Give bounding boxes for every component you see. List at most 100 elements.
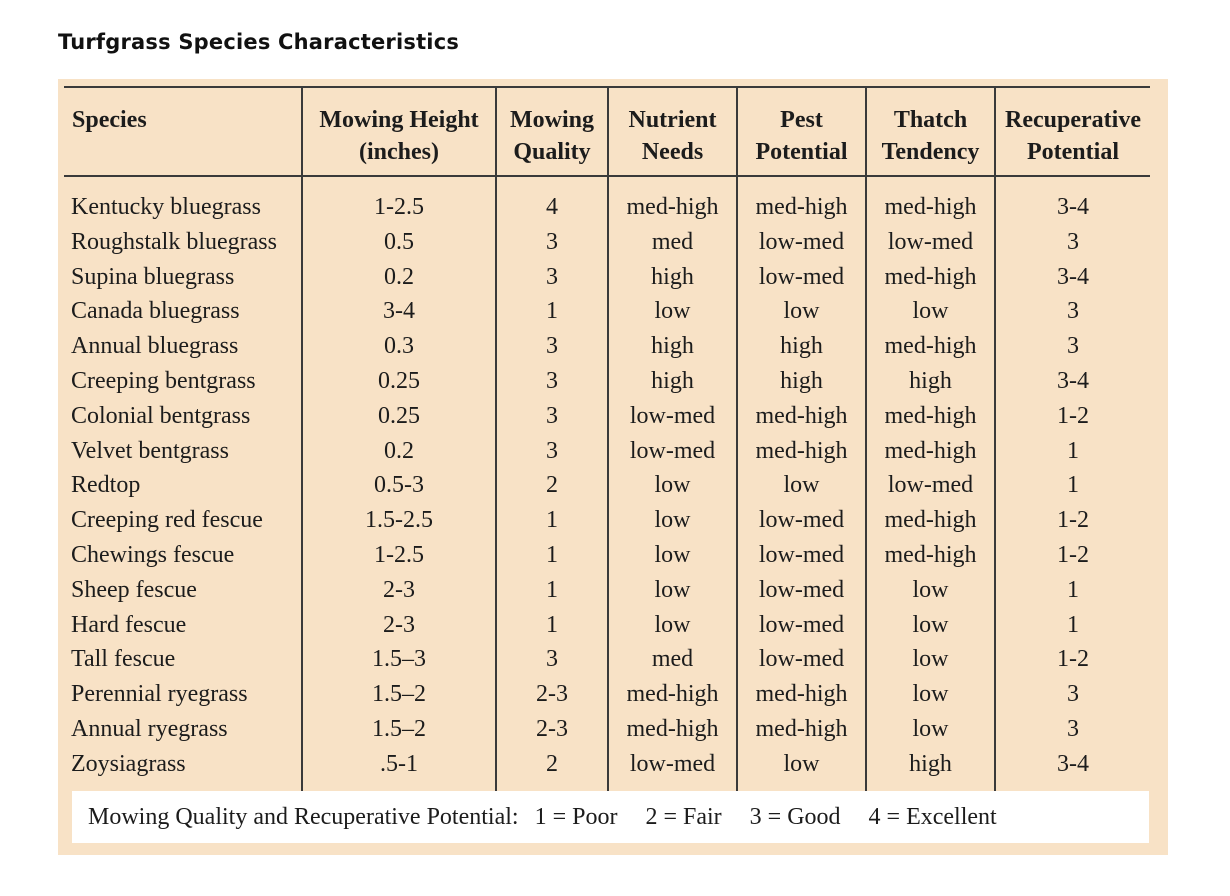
species-name-cell: Hard fescue bbox=[71, 611, 187, 638]
table-row: Hard fescue 2-3 1 low low-med low 1 bbox=[64, 607, 1150, 643]
species-name-cell: Annual bluegrass bbox=[71, 333, 239, 360]
column-header-line: (inches) bbox=[359, 139, 439, 165]
table-cell-mowing-quality: 1 bbox=[495, 607, 608, 643]
species-name-cell: Kentucky bluegrass bbox=[71, 194, 261, 220]
legend-item: 1 = Poor bbox=[534, 804, 618, 830]
table-cell-recuperative-potential: 1-2 bbox=[994, 642, 1150, 678]
table-cell-recuperative-potential: 1 bbox=[994, 468, 1150, 504]
table-cell-pest-potential: low-med bbox=[736, 503, 866, 538]
table-row: Sheep fescue 2-3 1 low low-med low 1 bbox=[64, 572, 1150, 608]
table-cell-mowing-height: 3-4 bbox=[301, 294, 496, 330]
table-cell-recuperative-potential: 3 bbox=[994, 677, 1150, 712]
table-cell-pest-potential: med-high bbox=[736, 176, 866, 225]
table-cell-thatch-tendency: med-high bbox=[865, 176, 995, 225]
table-cell-thatch-tendency: low bbox=[865, 711, 995, 747]
table-cell-mowing-quality: 2-3 bbox=[495, 677, 608, 712]
table-cell-mowing-height: 1.5-2.5 bbox=[301, 503, 496, 538]
table-cell-pest-potential: low bbox=[736, 468, 866, 504]
species-name-cell: Canada bluegrass bbox=[71, 298, 240, 325]
column-header-line: Recuperative bbox=[1005, 107, 1141, 133]
legend-item: 4 = Excellent bbox=[868, 804, 997, 830]
table-cell-nutrient-needs: med-high bbox=[607, 711, 737, 747]
table-cell-recuperative-potential: 1 bbox=[994, 572, 1150, 608]
table-cell-mowing-height: .5-1 bbox=[301, 746, 496, 791]
table-cell-pest-potential: med-high bbox=[736, 677, 866, 712]
table-cell-mowing-quality: 3 bbox=[495, 329, 608, 364]
table-cell-mowing-quality: 3 bbox=[495, 259, 608, 295]
column-header-pest-potential: Pest Potential bbox=[736, 86, 866, 177]
table-cell-pest-potential: low-med bbox=[736, 607, 866, 643]
column-header-mowing-quality: Mowing Quality bbox=[495, 86, 608, 177]
species-name-cell: Creeping red fescue bbox=[71, 507, 263, 534]
species-name-cell: Perennial ryegrass bbox=[71, 681, 248, 708]
table-cell-nutrient-needs: low bbox=[607, 572, 737, 608]
table-cell-nutrient-needs: med bbox=[607, 224, 737, 260]
table-cell-mowing-quality: 3 bbox=[495, 398, 608, 434]
table-cell-recuperative-potential: 1 bbox=[994, 607, 1150, 643]
table-row: Canada bluegrass 3-4 1 low low low 3 bbox=[64, 294, 1150, 330]
table-cell-recuperative-potential: 1-2 bbox=[994, 398, 1150, 434]
table-cell-pest-potential: med-high bbox=[736, 398, 866, 434]
table-cell-thatch-tendency: low bbox=[865, 642, 995, 678]
table-cell-pest-potential: low-med bbox=[736, 259, 866, 295]
table-row: Annual bluegrass 0.3 3 high high med-high 3 bbox=[64, 329, 1150, 364]
species-name-cell: Zoysiagrass bbox=[71, 750, 186, 777]
column-header-line: Needs bbox=[641, 139, 704, 165]
column-header-mowing-height: Mowing Height (inches) bbox=[301, 86, 496, 177]
column-header-line: Potential bbox=[755, 139, 848, 165]
table-row: Colonial bentgrass 0.25 3 low-med med-high me… bbox=[64, 398, 1150, 434]
table-cell-mowing-height: 0.5 bbox=[301, 224, 496, 260]
column-header-recuperative-potential: Recuperative Potential bbox=[994, 86, 1150, 177]
species-name-cell: Tall fescue bbox=[71, 646, 176, 673]
table-body: Kentucky bluegrass 1-2.5 4 med-high med-high… bbox=[64, 176, 1150, 791]
species-name-cell: Chewings fescue bbox=[71, 541, 235, 568]
table-cell-pest-potential: low-med bbox=[736, 537, 866, 573]
table-cell-mowing-height: 1.5–3 bbox=[301, 642, 496, 678]
table-cell-nutrient-needs: med-high bbox=[607, 677, 737, 712]
column-header-species: Species bbox=[64, 86, 302, 177]
table-cell-mowing-quality: 3 bbox=[495, 224, 608, 260]
table-cell-mowing-height: 0.3 bbox=[301, 329, 496, 364]
table-cell-nutrient-needs: low bbox=[607, 607, 737, 643]
table-cell-nutrient-needs: low bbox=[607, 537, 737, 573]
table-cell-nutrient-needs: med-high bbox=[607, 176, 737, 225]
table-cell-pest-potential: high bbox=[736, 363, 866, 399]
table-cell-thatch-tendency: low-med bbox=[865, 224, 995, 260]
table-cell-recuperative-potential: 3 bbox=[994, 329, 1150, 364]
table-cell-nutrient-needs: high bbox=[607, 363, 737, 399]
table-cell-recuperative-potential: 3-4 bbox=[994, 363, 1150, 399]
species-name-cell: Annual ryegrass bbox=[71, 715, 228, 742]
table-cell-nutrient-needs: high bbox=[607, 259, 737, 295]
table-cell-thatch-tendency: high bbox=[865, 746, 995, 791]
table-cell-nutrient-needs: high bbox=[607, 329, 737, 364]
column-header-line: Pest bbox=[780, 107, 823, 133]
table-row: Perennial ryegrass 1.5–2 2-3 med-high med-hi… bbox=[64, 677, 1150, 712]
species-name-cell: Supina bluegrass bbox=[71, 263, 235, 290]
table-cell-mowing-quality: 3 bbox=[495, 433, 608, 469]
column-header-line: Mowing bbox=[510, 107, 594, 133]
table-cell-thatch-tendency: low bbox=[865, 294, 995, 330]
column-header-line: Species bbox=[72, 107, 147, 133]
table-row: Redtop 0.5-3 2 low low low-med 1 bbox=[64, 468, 1150, 504]
species-table-panel: Species Mowing Height (inches) Mowing Qualit… bbox=[58, 79, 1168, 855]
table-row: Annual ryegrass 1.5–2 2-3 med-high med-high l… bbox=[64, 711, 1150, 747]
table-row: Tall fescue 1.5–3 3 med low-med low 1-2 bbox=[64, 642, 1150, 678]
column-header-line: Nutrient bbox=[628, 107, 717, 133]
table-cell-mowing-quality: 3 bbox=[495, 363, 608, 399]
table-cell-nutrient-needs: low bbox=[607, 503, 737, 538]
table-cell-mowing-height: 0.5-3 bbox=[301, 468, 496, 504]
table-cell-pest-potential: low bbox=[736, 746, 866, 791]
table-cell-recuperative-potential: 1 bbox=[994, 433, 1150, 469]
table-row: Chewings fescue 1-2.5 1 low low-med med-high 1… bbox=[64, 537, 1150, 573]
legend-item: 2 = Fair bbox=[645, 804, 722, 830]
table-cell-mowing-height: 2-3 bbox=[301, 572, 496, 608]
table-cell-mowing-height: 1-2.5 bbox=[301, 176, 496, 225]
table-cell-mowing-height: 0.25 bbox=[301, 363, 496, 399]
table-cell-pest-potential: low bbox=[736, 294, 866, 330]
table-cell-thatch-tendency: med-high bbox=[865, 503, 995, 538]
table-row: Velvet bentgrass 0.2 3 low-med med-high med-h… bbox=[64, 433, 1150, 469]
table-row: Creeping red fescue 1.5-2.5 1 low low-med med… bbox=[64, 503, 1150, 538]
species-name-cell: Velvet bentgrass bbox=[71, 437, 229, 464]
column-header-line: Potential bbox=[1027, 139, 1119, 165]
table-cell-thatch-tendency: med-high bbox=[865, 398, 995, 434]
